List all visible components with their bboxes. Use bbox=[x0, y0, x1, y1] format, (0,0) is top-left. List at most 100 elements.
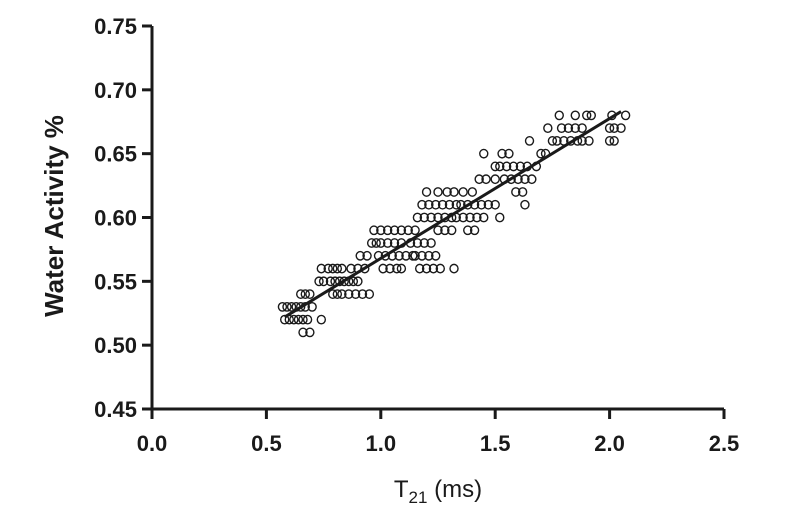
y-tick-label: 0.60 bbox=[94, 206, 137, 231]
data-point bbox=[433, 225, 443, 236]
data-point bbox=[520, 199, 530, 210]
data-point bbox=[300, 289, 310, 299]
y-tick-label: 0.45 bbox=[94, 397, 137, 422]
data-point bbox=[570, 123, 580, 134]
data-point bbox=[332, 289, 343, 299]
data-point bbox=[495, 212, 505, 223]
data-point bbox=[307, 301, 317, 312]
data-point bbox=[604, 135, 615, 146]
data-point bbox=[396, 263, 407, 274]
data-point bbox=[296, 289, 306, 299]
data-point bbox=[421, 263, 432, 274]
data-point bbox=[495, 161, 505, 172]
data-point bbox=[552, 135, 562, 146]
data-point bbox=[458, 187, 468, 197]
x-axis-title-subscript: 21 bbox=[409, 488, 428, 507]
data-point bbox=[376, 225, 386, 236]
data-point bbox=[463, 225, 473, 236]
data-point bbox=[316, 314, 327, 325]
data-point bbox=[609, 123, 619, 134]
data-point bbox=[417, 199, 427, 210]
data-point bbox=[467, 187, 478, 197]
data-point bbox=[316, 263, 327, 274]
data-point bbox=[490, 161, 500, 172]
data-point bbox=[332, 263, 343, 274]
data-points bbox=[277, 110, 631, 338]
data-point bbox=[570, 110, 580, 121]
fit-line bbox=[283, 110, 622, 319]
data-point bbox=[302, 314, 313, 325]
data-point bbox=[289, 314, 299, 325]
data-point bbox=[426, 212, 436, 223]
data-point bbox=[344, 289, 354, 299]
y-axis-ticks: 0.45 0.50 0.55 0.60 0.65 0.70 0.75 bbox=[94, 14, 152, 422]
data-point bbox=[431, 199, 441, 210]
data-point bbox=[394, 250, 404, 261]
data-point bbox=[357, 289, 368, 299]
data-point bbox=[547, 135, 558, 146]
x-tick-label: 0.0 bbox=[137, 431, 168, 456]
x-tick-label: 0.5 bbox=[251, 431, 282, 456]
data-point bbox=[410, 225, 420, 236]
data-point bbox=[582, 110, 592, 121]
data-point bbox=[449, 187, 459, 197]
data-point bbox=[277, 301, 288, 312]
data-point bbox=[364, 289, 375, 299]
data-point bbox=[556, 123, 567, 134]
data-point bbox=[389, 225, 400, 236]
data-point bbox=[449, 263, 459, 274]
data-point bbox=[362, 250, 372, 261]
data-point bbox=[298, 327, 308, 338]
data-point bbox=[554, 110, 564, 121]
y-tick-label: 0.65 bbox=[94, 142, 137, 167]
data-point bbox=[419, 238, 429, 248]
data-point bbox=[609, 135, 619, 146]
data-point bbox=[355, 250, 365, 261]
data-point bbox=[520, 174, 530, 185]
data-point bbox=[305, 289, 315, 299]
data-point bbox=[506, 174, 516, 185]
data-point bbox=[305, 327, 315, 338]
data-point bbox=[527, 174, 537, 185]
data-point bbox=[389, 238, 400, 248]
data-point bbox=[428, 263, 439, 274]
data-point bbox=[419, 212, 429, 223]
data-point bbox=[511, 187, 521, 197]
data-point bbox=[442, 187, 452, 197]
x-axis-ticks: 0.0 0.5 1.0 1.5 2.0 2.5 bbox=[137, 409, 740, 456]
data-point bbox=[524, 135, 535, 146]
x-tick-label: 1.0 bbox=[366, 431, 397, 456]
data-point bbox=[412, 212, 423, 223]
data-point bbox=[293, 314, 304, 325]
data-point bbox=[392, 263, 402, 274]
data-point bbox=[360, 263, 370, 274]
y-axis-title: Water Activity % bbox=[39, 115, 69, 317]
data-point bbox=[490, 199, 500, 210]
y-tick-label: 0.50 bbox=[94, 333, 137, 358]
data-point bbox=[421, 187, 432, 197]
data-point bbox=[337, 263, 347, 274]
data-point bbox=[433, 187, 443, 197]
x-tick-label: 2.0 bbox=[594, 431, 625, 456]
data-point bbox=[490, 174, 500, 185]
data-point bbox=[380, 250, 391, 261]
data-point bbox=[403, 225, 413, 236]
data-point bbox=[586, 110, 596, 121]
data-point bbox=[350, 289, 361, 299]
data-point bbox=[476, 199, 487, 210]
data-point bbox=[483, 199, 494, 210]
x-tick-label: 2.5 bbox=[709, 431, 740, 456]
y-tick-label: 0.70 bbox=[94, 78, 137, 103]
data-point bbox=[497, 148, 507, 159]
data-point bbox=[472, 212, 482, 223]
data-point bbox=[479, 148, 489, 159]
data-point bbox=[296, 301, 306, 312]
data-point bbox=[440, 225, 450, 236]
data-point bbox=[435, 263, 445, 274]
data-point bbox=[563, 123, 574, 134]
data-point bbox=[584, 135, 594, 146]
data-point bbox=[314, 276, 324, 287]
data-point bbox=[328, 263, 338, 274]
data-point bbox=[318, 276, 329, 287]
